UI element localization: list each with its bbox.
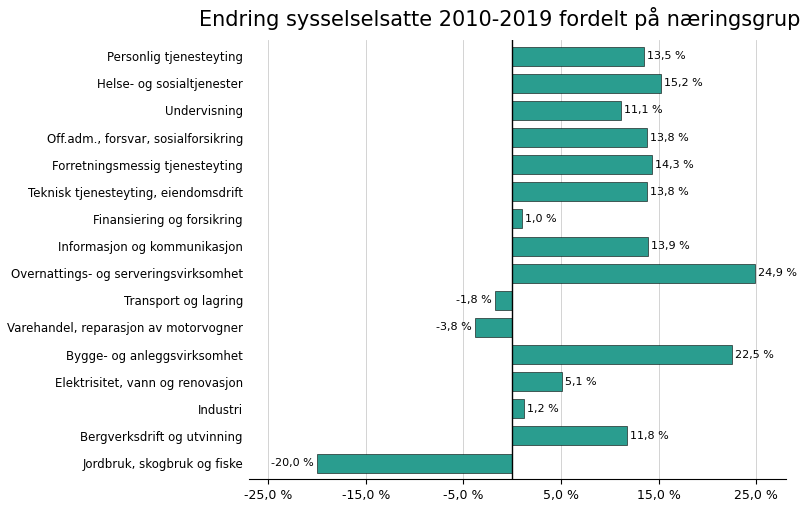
Bar (512, 74, 661, 93)
Bar (512, 101, 621, 120)
Text: 1,0 %: 1,0 % (525, 214, 557, 224)
Text: -1,8 %: -1,8 % (456, 295, 492, 305)
Text: 14,3 %: 14,3 % (654, 160, 694, 169)
Text: 13,8 %: 13,8 % (650, 187, 689, 197)
Text: 13,8 %: 13,8 % (650, 132, 689, 143)
Bar (512, 427, 627, 445)
Text: 13,9 %: 13,9 % (651, 241, 690, 251)
Bar (512, 264, 755, 282)
Text: 22,5 %: 22,5 % (735, 350, 774, 359)
Bar (512, 372, 562, 391)
Bar (512, 399, 524, 418)
Text: 11,8 %: 11,8 % (630, 431, 669, 441)
Bar (512, 155, 652, 174)
Bar (494, 291, 512, 310)
Text: 15,2 %: 15,2 % (663, 78, 702, 88)
Bar (317, 454, 512, 472)
Text: 11,1 %: 11,1 % (623, 105, 662, 116)
Bar (512, 128, 647, 147)
Bar (512, 47, 644, 66)
Text: -3,8 %: -3,8 % (436, 322, 472, 332)
Text: 13,5 %: 13,5 % (647, 51, 686, 61)
Text: 24,9 %: 24,9 % (758, 268, 798, 278)
Bar (512, 182, 647, 201)
Text: -20,0 %: -20,0 % (271, 458, 314, 468)
Bar (512, 345, 732, 364)
Bar (475, 318, 512, 337)
Bar (512, 209, 522, 229)
Text: 5,1 %: 5,1 % (565, 377, 597, 387)
Bar (512, 237, 648, 256)
Text: 1,2 %: 1,2 % (527, 404, 558, 414)
Title: Endring sysselselsatte 2010-2019 fordelt på næringsgrupper: Endring sysselselsatte 2010-2019 fordelt… (199, 7, 800, 30)
